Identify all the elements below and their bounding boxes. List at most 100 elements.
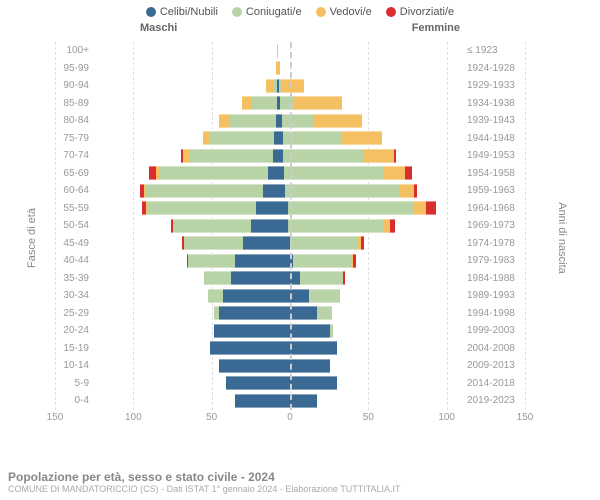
seg-m (317, 306, 332, 320)
seg-s (268, 166, 278, 180)
seg-d (394, 149, 396, 163)
seg-s (226, 376, 278, 390)
seg-m (147, 201, 256, 215)
seg-m (160, 166, 269, 180)
bar-female (278, 166, 463, 180)
birth-label: 2004-2008 (463, 343, 525, 354)
bars (93, 96, 463, 110)
bar-female (278, 394, 463, 408)
bar-female (278, 96, 463, 110)
x-tick: 100 (438, 412, 455, 423)
bar-male (93, 394, 278, 408)
seg-w (399, 184, 414, 198)
seg-s (278, 184, 285, 198)
age-label: 70-74 (55, 150, 93, 161)
seg-m (283, 149, 363, 163)
seg-s (235, 254, 278, 268)
seg-s (263, 184, 278, 198)
birth-label: 1929-1933 (463, 80, 525, 91)
seg-s (251, 219, 278, 233)
bars (93, 79, 463, 93)
bar-male (93, 289, 278, 303)
seg-w (313, 114, 362, 128)
birth-label: 2014-2018 (463, 378, 525, 389)
bar-male (93, 79, 278, 93)
age-label: 55-59 (55, 203, 93, 214)
age-label: 15-19 (55, 343, 93, 354)
x-tick: 0 (287, 412, 293, 423)
seg-s (278, 376, 337, 390)
age-label: 60-64 (55, 185, 93, 196)
ylabel-right: Anni di nascita (556, 202, 568, 274)
birth-label: 1964-1968 (463, 203, 525, 214)
birth-label: 1944-1948 (463, 133, 525, 144)
seg-d (414, 184, 418, 198)
bar-female (278, 114, 463, 128)
bar-female (278, 149, 463, 163)
seg-m (309, 289, 340, 303)
seg-m (330, 324, 334, 338)
bars (93, 219, 463, 233)
legend-swatch (386, 7, 396, 17)
bar-female (278, 201, 463, 215)
header-male: Maschi (140, 22, 177, 34)
seg-s (278, 201, 288, 215)
bars (93, 394, 463, 408)
bar-male (93, 184, 278, 198)
bar-male (93, 359, 278, 373)
bars (93, 236, 463, 250)
seg-d (390, 219, 395, 233)
seg-d (426, 201, 436, 215)
bars (93, 149, 463, 163)
bar-female (278, 79, 463, 93)
bar-male (93, 61, 278, 75)
seg-s (210, 341, 278, 355)
x-tick: 50 (206, 412, 217, 423)
birth-label: 1924-1928 (463, 63, 525, 74)
age-label: 20-24 (55, 325, 93, 336)
legend-swatch (146, 7, 156, 17)
birth-label: 1984-1988 (463, 273, 525, 284)
seg-s (278, 306, 317, 320)
footer: Popolazione per età, sesso e stato civil… (8, 470, 401, 494)
seg-s (243, 236, 278, 250)
seg-m (285, 184, 398, 198)
seg-w (282, 79, 304, 93)
bars (93, 61, 463, 75)
legend-label: Celibi/Nubili (160, 6, 218, 18)
legend-item: Celibi/Nubili (146, 6, 218, 18)
birth-label: 1979-1983 (463, 255, 525, 266)
x-tick: 150 (517, 412, 534, 423)
seg-s (219, 359, 278, 373)
legend-swatch (316, 7, 326, 17)
seg-s (231, 271, 278, 285)
bar-female (278, 324, 463, 338)
bar-male (93, 254, 278, 268)
birth-label: 1999-2003 (463, 325, 525, 336)
bars (93, 359, 463, 373)
seg-m (282, 114, 313, 128)
seg-s (223, 289, 279, 303)
seg-s (278, 219, 288, 233)
seg-m (300, 271, 343, 285)
bar-female (278, 61, 463, 75)
bar-male (93, 376, 278, 390)
bars (93, 376, 463, 390)
x-tick: 50 (363, 412, 374, 423)
seg-m (293, 254, 352, 268)
seg-s (278, 324, 330, 338)
seg-d (353, 254, 355, 268)
bars (93, 324, 463, 338)
age-label: 45-49 (55, 238, 93, 249)
seg-s (278, 341, 337, 355)
age-label: 0-4 (55, 395, 93, 406)
x-tick: 150 (47, 412, 64, 423)
bar-male (93, 219, 278, 233)
bars (93, 201, 463, 215)
bars (93, 289, 463, 303)
age-label: 90-94 (55, 80, 93, 91)
age-label: 75-79 (55, 133, 93, 144)
legend-item: Coniugati/e (232, 6, 302, 18)
seg-w (203, 131, 210, 145)
legend-item: Vedovi/e (316, 6, 372, 18)
